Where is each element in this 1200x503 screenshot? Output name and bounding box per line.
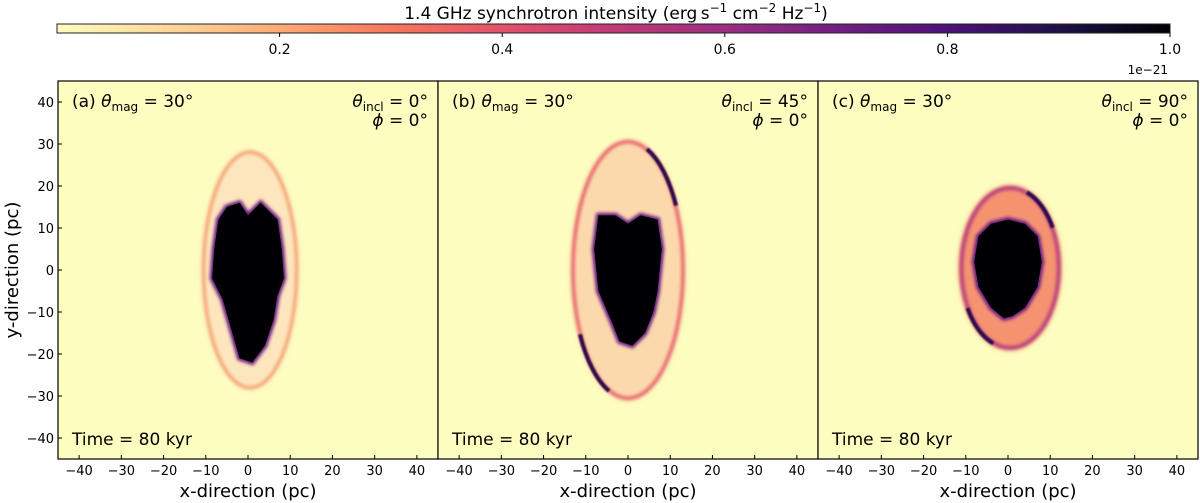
x-tick-label: −40 — [445, 464, 472, 479]
x-axis-label: x-direction (pc) — [179, 481, 316, 502]
x-tick-label: −40 — [825, 464, 852, 479]
colorbar-label-part: cm — [727, 4, 758, 24]
panel-label: (c) θmag = 30° — [832, 92, 952, 114]
phi-label: ϕ = 0° — [1132, 111, 1188, 131]
colorbar-label-part: −1 — [803, 1, 821, 15]
y-tick-label: 20 — [37, 180, 54, 195]
colorbar — [56, 23, 1171, 34]
heatmap-image — [201, 150, 299, 390]
x-tick-label: −30 — [108, 464, 135, 479]
x-tick-label: 10 — [282, 464, 299, 479]
x-tick-label: −10 — [572, 464, 599, 479]
x-tick-label: 40 — [789, 464, 806, 479]
x-tick-label: 30 — [1126, 464, 1143, 479]
x-tick-label: 0 — [244, 464, 252, 479]
panel-a: −40 −30 −20 −10 0 10 20 30 40 x-direction (pc) −40… — [27, 80, 439, 502]
colorbar-tick-label: 0.4 — [491, 42, 513, 58]
x-tick-label: −40 — [65, 464, 92, 479]
panel-c: −40 −30 −20 −10 0 10 20 30 40 x-direction (pc) (c)… — [817, 80, 1199, 502]
colorbar-tick-label: 1.0 — [1159, 42, 1181, 58]
x-tick-label: −20 — [150, 464, 177, 479]
y-tick-label: 0 — [46, 264, 54, 279]
y-tick-label: −40 — [27, 432, 54, 447]
time-label: Time = 80 kyr — [831, 430, 952, 450]
colorbar-label-part: −2 — [759, 1, 777, 15]
x-tick-label: 10 — [1042, 464, 1059, 479]
emission-dark-rim — [577, 333, 611, 393]
colorbar-label: 1.4 GHz synchrotron intensity (erg s−1 c… — [404, 1, 828, 24]
colorbar-label-part: 1.4 GHz synchrotron intensity (erg s — [404, 4, 709, 24]
emission-dark-rim — [645, 147, 679, 207]
x-tick-label: 20 — [324, 464, 341, 479]
y-tick-label: −10 — [27, 306, 54, 321]
x-tick-label: 0 — [624, 464, 632, 479]
time-label: Time = 80 kyr — [71, 430, 192, 450]
emission-dark-rim — [1025, 190, 1055, 229]
x-tick-label: 20 — [704, 464, 721, 479]
x-axis-label: x-direction (pc) — [939, 481, 1076, 502]
x-tick-label: −30 — [488, 464, 515, 479]
time-label: Time = 80 kyr — [451, 430, 572, 450]
panel-label: (b) θmag = 30° — [452, 92, 574, 114]
emission-rim — [571, 140, 685, 400]
colorbar-label-part: Hz — [776, 4, 803, 24]
colorbar-label-part: −1 — [710, 1, 728, 15]
y-tick-label: −30 — [27, 390, 54, 405]
panel-label: (a) θmag = 30° — [72, 92, 193, 114]
x-tick-label: −20 — [910, 464, 937, 479]
heatmap-image — [959, 186, 1061, 350]
heatmap-image — [571, 139, 685, 401]
x-tick-label: −10 — [952, 464, 979, 479]
x-axis-label: x-direction (pc) — [559, 481, 696, 502]
emission-rim — [959, 186, 1061, 350]
emission-core — [594, 215, 662, 346]
y-tick-label: 40 — [37, 96, 54, 111]
emission-rim — [202, 150, 299, 390]
panel-b: −40 −30 −20 −10 0 10 20 30 40 x-direction (pc) (b)… — [437, 80, 819, 502]
inclination-label: θincl = 0° — [352, 92, 428, 114]
emission-core — [212, 202, 284, 363]
x-tick-label: −10 — [192, 464, 219, 479]
x-tick-label: −20 — [530, 464, 557, 479]
colorbar-tick-label: 0.2 — [268, 42, 290, 58]
x-tick-label: 0 — [1004, 464, 1012, 479]
colorbar-label-part: ) — [821, 4, 828, 24]
x-tick-label: −30 — [868, 464, 895, 479]
x-tick-label: 40 — [409, 464, 426, 479]
phi-label: ϕ = 0° — [372, 111, 428, 131]
inclination-label: θincl = 90° — [1102, 92, 1188, 114]
x-tick-label: 30 — [746, 464, 763, 479]
inclination-label: θincl = 45° — [722, 92, 808, 114]
colorbar-tick-label: 0.8 — [936, 42, 958, 58]
emission-core — [974, 219, 1042, 319]
colorbar-tick-label: 0.6 — [714, 42, 736, 58]
phi-label: ϕ = 0° — [752, 111, 808, 131]
y-tick-label: −20 — [27, 348, 54, 363]
x-tick-label: 10 — [662, 464, 679, 479]
x-tick-label: 30 — [366, 464, 383, 479]
y-tick-label: 30 — [37, 138, 54, 153]
y-tick-label: 10 — [37, 222, 54, 237]
emission-dark-rim — [965, 307, 995, 346]
y-axis-label: y-direction (pc) — [2, 202, 23, 339]
colorbar-offset-text: 1e−21 — [1128, 63, 1168, 77]
x-tick-label: 20 — [1084, 464, 1101, 479]
x-tick-label: 40 — [1169, 464, 1186, 479]
